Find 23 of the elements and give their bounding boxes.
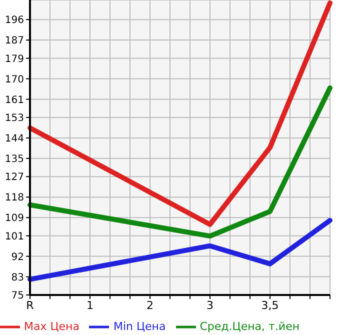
legend-label: Min Цена bbox=[113, 320, 166, 334]
y-tick-label: 170 bbox=[4, 74, 24, 86]
legend-label: Max Цена bbox=[24, 320, 80, 334]
y-tick-label: 196 bbox=[4, 15, 24, 26]
y-tick-label: 161 bbox=[4, 94, 24, 106]
y-tick-label: 109 bbox=[4, 213, 24, 224]
x-tick-label: R bbox=[26, 298, 34, 312]
y-tick-label: 144 bbox=[4, 133, 24, 144]
y-tick-label: 92 bbox=[11, 252, 24, 263]
x-tick-label: 2 bbox=[146, 298, 154, 312]
y-tick-label: 153 bbox=[4, 113, 24, 124]
x-tick-label: 3 bbox=[206, 298, 214, 312]
y-tick-label: 101 bbox=[4, 231, 24, 242]
x-tick-label: 3,5 bbox=[261, 298, 279, 312]
y-tick-label: 127 bbox=[4, 172, 24, 184]
y-tick-label: 118 bbox=[4, 192, 24, 204]
x-tick-label: 1 bbox=[86, 298, 94, 312]
y-tick-label: 179 bbox=[4, 54, 24, 65]
y-tick-label: 83 bbox=[11, 272, 24, 284]
y-tick-label: 135 bbox=[4, 154, 24, 165]
y-tick-label: 75 bbox=[11, 290, 24, 302]
y-tick-label: 187 bbox=[4, 36, 24, 47]
legend-label: Сред.Цена, т.йен bbox=[200, 320, 300, 334]
